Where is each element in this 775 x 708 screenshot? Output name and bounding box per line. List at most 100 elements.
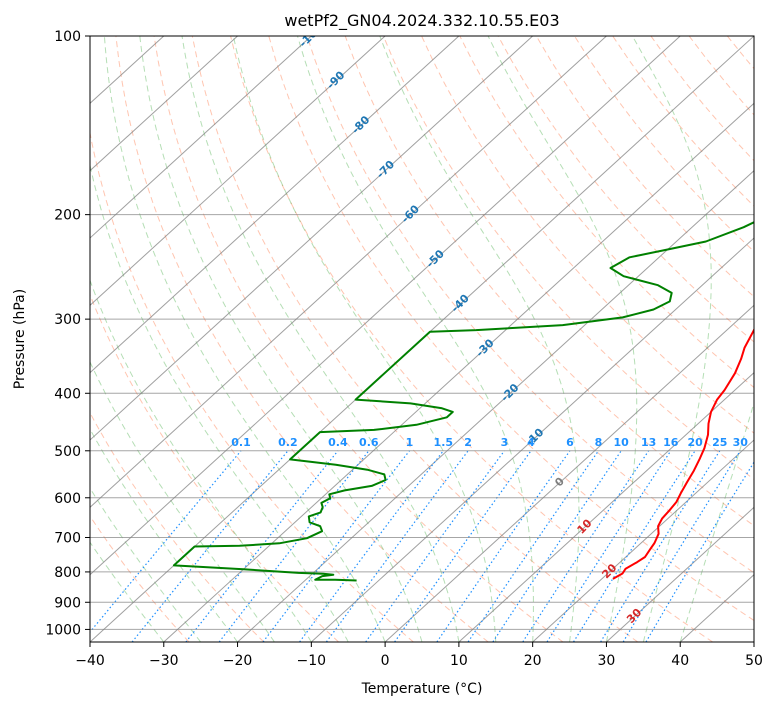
- x-tick-label: 30: [598, 653, 616, 669]
- y-tick-label: 1000: [45, 622, 81, 638]
- mixing-ratio-label: 1: [406, 436, 414, 449]
- x-tick-label: −30: [149, 653, 179, 669]
- moist-adiabat-line: [90, 360, 275, 642]
- x-tick-label: −20: [223, 653, 253, 669]
- mixing-ratio-label: 6: [566, 436, 574, 449]
- moist-adiabat-line: [103, 36, 386, 642]
- mixing-ratio-line: [394, 450, 532, 642]
- dry-adiabat-line: [497, 36, 754, 343]
- mixing-ratio-line: [436, 450, 571, 642]
- x-tick-label: 50: [745, 653, 763, 669]
- moist-adiabat-line: [90, 541, 165, 642]
- dry-adiabat-line: [535, 36, 754, 298]
- moist-adiabat-line: [232, 36, 497, 642]
- y-tick-label: 100: [54, 29, 81, 45]
- mixing-ratio-label: 13: [641, 436, 656, 449]
- mixing-ratio-line: [299, 450, 444, 642]
- mixing-ratio-line: [365, 450, 505, 642]
- mixing-ratio-line: [572, 450, 696, 642]
- x-tick-label: 0: [381, 653, 390, 669]
- isotherm-line: [606, 506, 754, 642]
- mixing-ratio-label: 30: [733, 436, 749, 449]
- isobars: [90, 36, 754, 630]
- dry-adiabat-line: [191, 36, 639, 642]
- mixing-ratio-line: [90, 450, 242, 633]
- x-axis: −40 −30 −20 −10 0 10 20 30 40 50: [75, 642, 763, 669]
- dry-adiabat-line: [153, 36, 564, 642]
- dry-adiabat-line: [421, 36, 754, 434]
- isotherm-line: [163, 102, 754, 642]
- mixing-ratio-line: [467, 450, 599, 642]
- temperature-profile-line: [612, 327, 754, 580]
- moist-adiabat-line: [679, 401, 754, 642]
- isotherm-line: [237, 169, 754, 642]
- isotherm-line: [532, 439, 754, 642]
- mixing-ratio-line: [645, 461, 754, 642]
- y-axis: 100 200 300 400 500 600 700 800 900 1000: [45, 29, 90, 638]
- dry-adiabat-line: [90, 130, 414, 642]
- mixing-ratio-label: 3: [501, 436, 509, 449]
- profiles: [172, 221, 754, 582]
- mixing-ratio-label: 36: [753, 436, 769, 449]
- mixing-ratio-line: [131, 450, 289, 642]
- dry-adiabat-line: [459, 36, 754, 389]
- y-tick-label: 600: [54, 491, 81, 507]
- mixing-ratio-label: 0.2: [278, 436, 298, 449]
- mixing-ratio-label: 25: [712, 436, 727, 449]
- mixing-ratio-label: 0.6: [359, 436, 379, 449]
- isotherm-line: [90, 36, 534, 441]
- moist-adiabat-line: [139, 36, 423, 642]
- dewpoint-profile-line: [172, 221, 754, 582]
- moist-adiabat-line: [297, 36, 534, 642]
- mixing-ratio-line: [522, 450, 650, 642]
- isotherm-line: [753, 641, 754, 642]
- moist-adiabat-line: [90, 428, 238, 642]
- x-tick-label: 10: [450, 653, 468, 669]
- y-tick-label: 900: [54, 595, 81, 611]
- x-axis-label: Temperature (°C): [361, 681, 483, 697]
- dry-adiabats: [90, 36, 775, 642]
- mixing-ratio-line: [185, 450, 339, 642]
- isotherm-line: [90, 36, 238, 172]
- isotherm-line: [90, 36, 607, 509]
- plot-frame: [89, 35, 755, 643]
- moist-adiabat-line: [90, 163, 349, 642]
- dry-adiabat-line: [382, 36, 754, 480]
- mixing-ratio-lines: [90, 450, 754, 642]
- mixing-ratio-label: 10: [614, 436, 630, 449]
- mixing-ratio-label: 2: [464, 436, 472, 449]
- isotherm-label: 40: [649, 650, 669, 670]
- y-tick-label: 200: [54, 208, 81, 224]
- x-tick-label: −10: [297, 653, 327, 669]
- y-tick-label: 800: [54, 565, 81, 581]
- dry-adiabat-line: [306, 36, 754, 574]
- mixing-ratio-label: 0.4: [328, 436, 348, 449]
- mixing-ratio-line: [492, 450, 622, 642]
- y-tick-label: 300: [54, 312, 81, 328]
- moist-adiabat-line: [379, 36, 580, 642]
- x-tick-label: 40: [671, 653, 689, 669]
- mixing-ratio-label: 16: [663, 436, 679, 449]
- moist-adiabat-line: [90, 487, 202, 642]
- isotherm-line: [384, 304, 754, 642]
- x-tick-label: 20: [524, 653, 542, 669]
- y-tick-label: 400: [54, 386, 81, 402]
- mixing-ratio-line: [546, 450, 672, 642]
- isotherm-line: [90, 36, 312, 239]
- chart-title: wetPf2_GN04.2024.332.10.55.E03: [284, 11, 559, 31]
- dry-adiabat-line: [115, 36, 489, 642]
- isotherm-line: [458, 371, 754, 642]
- y-axis-label: Pressure (hPa): [12, 289, 28, 389]
- moist-adiabat-line: [181, 36, 460, 642]
- x-tick-label: −40: [75, 653, 105, 669]
- dry-adiabat-line: [766, 36, 775, 642]
- mixing-ratio-line: [622, 450, 741, 642]
- mixing-ratio-labels: 0.1 0.2 0.4 0.6 1 1.5 2 3 4 6 8 10 13 16 20 25 30 36: [231, 436, 769, 449]
- mixing-ratio-label: 20: [687, 436, 703, 449]
- mixing-ratio-label: 4: [527, 436, 535, 449]
- moist-adiabat-line: [487, 36, 638, 642]
- mixing-ratio-label: 0.1: [231, 436, 251, 449]
- plot-area: -100-90-80-70-60-50-40-30-20-10010203040…: [90, 36, 775, 670]
- dry-adiabat-line: [90, 411, 265, 642]
